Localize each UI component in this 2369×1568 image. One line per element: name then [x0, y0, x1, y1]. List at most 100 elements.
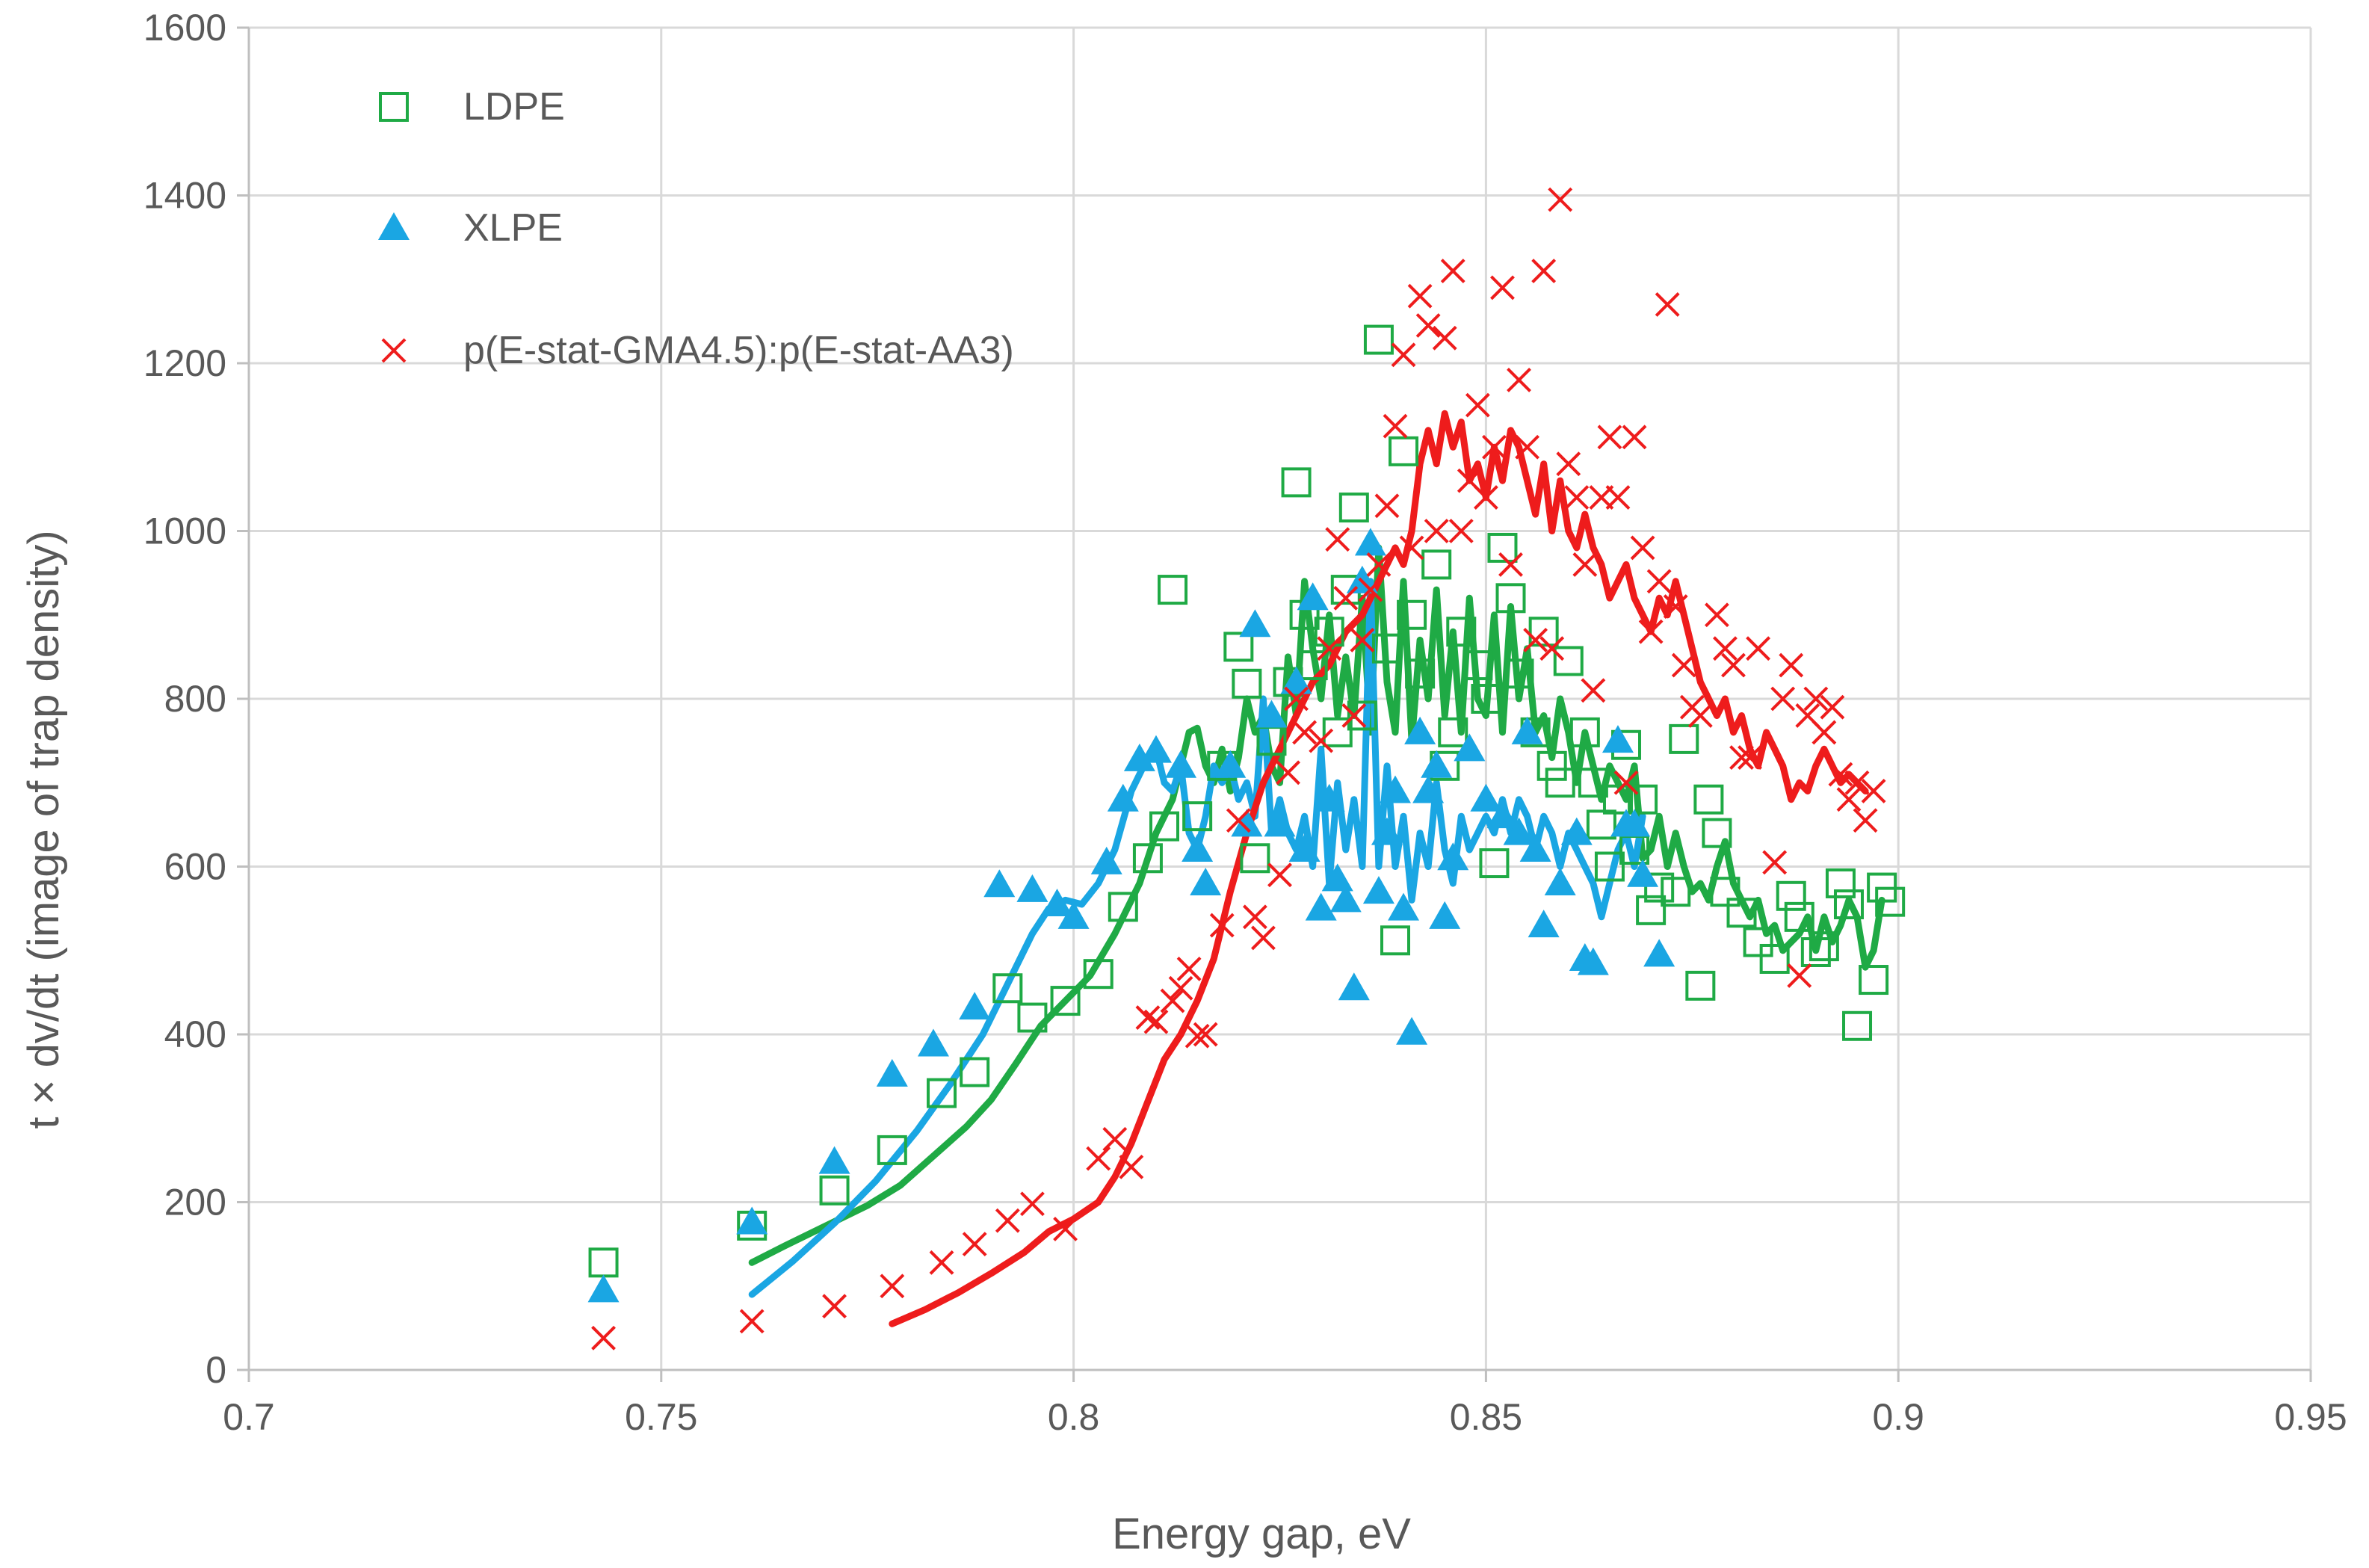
- data-point: [1564, 485, 1590, 510]
- legend-item-stat: p(E-stat-GMA4.5):p(E-stat-AA3): [381, 329, 1014, 372]
- data-point: [959, 992, 991, 1020]
- data-point: [1787, 963, 1812, 988]
- data-point: [1264, 809, 1296, 837]
- data-point: [876, 1058, 908, 1087]
- data-point: [1438, 717, 1468, 747]
- data-point: [1242, 904, 1267, 930]
- legend-marker-xlpe: [378, 212, 410, 240]
- data-point: [1644, 872, 1675, 903]
- data-point: [1321, 863, 1353, 892]
- data-point: [1446, 617, 1477, 647]
- data-point: [1383, 413, 1408, 439]
- data-point: [1586, 809, 1616, 840]
- data-point: [1511, 716, 1543, 744]
- data-point: [1515, 434, 1539, 460]
- data-point: [1388, 892, 1420, 921]
- data-point: [1663, 594, 1688, 619]
- data-point: [1482, 434, 1507, 460]
- tick-labels: 0 200 400 600 800 1000 1200 1400 1600 0.7 0.75 0.8 0…: [143, 7, 2347, 1438]
- data-point: [1498, 552, 1523, 577]
- data-point: [1432, 325, 1457, 351]
- data-point: [1399, 535, 1424, 561]
- x-tick-label: 0.85: [1450, 1396, 1522, 1438]
- data-point: [591, 1325, 616, 1351]
- x-axis-title: Energy gap, eV: [1112, 1510, 1411, 1558]
- data-point: [1363, 324, 1394, 355]
- data-point: [1424, 519, 1449, 543]
- data-point: [1842, 1010, 1873, 1041]
- data-point: [1504, 658, 1534, 689]
- data-point: [1168, 975, 1193, 1001]
- data-point: [1280, 666, 1312, 694]
- data-point: [1507, 368, 1531, 392]
- x-tick-label: 0.8: [1048, 1396, 1100, 1438]
- data-point: [1053, 1217, 1078, 1241]
- data-point: [1083, 959, 1114, 990]
- legend-marker-shape: [379, 92, 409, 122]
- data-point: [1828, 762, 1853, 787]
- data-point: [1090, 846, 1122, 874]
- data-point: [1143, 1009, 1169, 1034]
- data-point: [1440, 259, 1465, 283]
- data-point: [1132, 843, 1163, 874]
- data-point: [1577, 947, 1609, 975]
- data-point: [1041, 889, 1073, 917]
- data-point: [1050, 986, 1081, 1016]
- data-point: [1313, 783, 1345, 812]
- data-point: [1158, 575, 1188, 605]
- data-point: [1844, 770, 1870, 795]
- data-point: [1713, 636, 1738, 661]
- data-point: [880, 1274, 905, 1299]
- data-point: [1314, 617, 1344, 647]
- data-point: [1016, 874, 1048, 902]
- y-tick-label: 1600: [143, 7, 226, 49]
- data-point: [1628, 784, 1658, 815]
- legend-marker-shape: [378, 212, 410, 240]
- data-point: [877, 1135, 907, 1165]
- data-point: [1627, 859, 1659, 887]
- data-point: [1528, 617, 1559, 647]
- data-point: [1281, 467, 1312, 498]
- data-point: [1784, 901, 1814, 932]
- data-point: [1255, 700, 1288, 728]
- legend-label-xlpe: XLPE: [463, 206, 563, 250]
- y-tick-label: 400: [164, 1013, 226, 1055]
- data-point: [1560, 817, 1593, 845]
- data-point: [819, 1175, 850, 1206]
- data-point: [1193, 1022, 1218, 1047]
- data-point: [1374, 493, 1400, 519]
- data-point: [1726, 898, 1757, 928]
- data-point: [1267, 862, 1292, 888]
- data-point: [1184, 1023, 1210, 1049]
- data-point: [1710, 877, 1741, 907]
- data-point: [1119, 1154, 1144, 1179]
- legend: LDPE XLPE p(E-stat-GMA4.5):p(E-stat-AA3): [378, 85, 1014, 372]
- data-point: [1358, 577, 1383, 602]
- data-point: [1240, 843, 1270, 874]
- data-point: [1861, 779, 1886, 803]
- data-markers: [587, 187, 1906, 1351]
- data-point: [1284, 686, 1309, 712]
- data-point: [1809, 931, 1839, 962]
- x-tick-label: 0.9: [1872, 1396, 1924, 1438]
- data-point: [1597, 425, 1622, 450]
- data-point: [1636, 895, 1667, 925]
- data-point: [1309, 728, 1334, 753]
- data-point: [1322, 717, 1353, 747]
- grid-lines: [249, 26, 2312, 1370]
- legend-item-xlpe: XLPE: [378, 206, 563, 250]
- data-point: [818, 1146, 850, 1174]
- data-point: [1746, 636, 1771, 661]
- data-point: [1539, 636, 1565, 661]
- data-point: [1671, 652, 1696, 678]
- data-point: [1859, 965, 1889, 996]
- data-point: [1391, 342, 1416, 368]
- data-point: [1454, 733, 1486, 762]
- data-point: [1553, 646, 1584, 676]
- data-point: [1214, 750, 1247, 778]
- data-point: [1738, 745, 1762, 770]
- data-point: [1519, 834, 1551, 862]
- legend-label-stat: p(E-stat-GMA4.5):p(E-stat-AA3): [463, 329, 1014, 372]
- data-point: [1239, 609, 1271, 638]
